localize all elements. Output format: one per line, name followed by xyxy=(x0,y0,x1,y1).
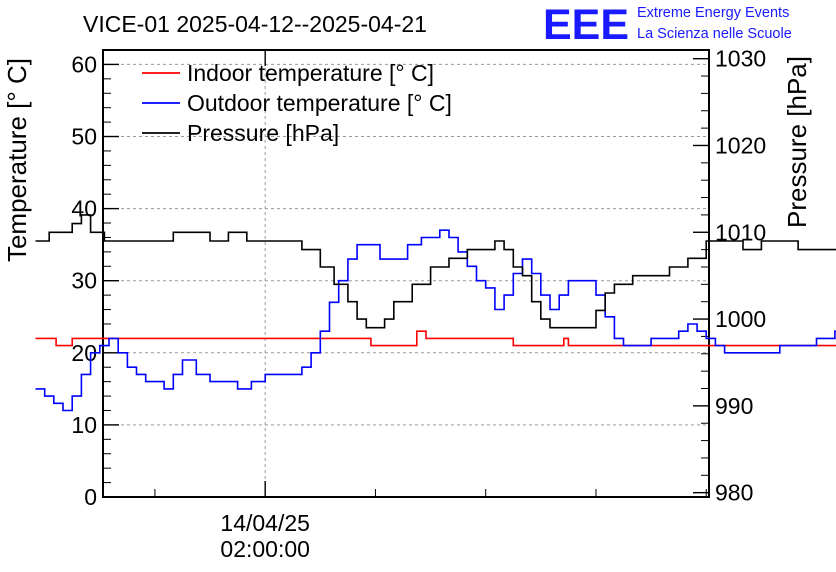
left-tick-label: 60 xyxy=(71,51,97,77)
legend-label-2: Outdoor temperature [° C] xyxy=(187,90,452,116)
x-tick-date: 14/04/25 xyxy=(220,510,310,536)
left-tick-label: 0 xyxy=(84,484,97,510)
series-line-2 xyxy=(35,229,836,412)
left-tick-label: 40 xyxy=(71,196,97,222)
left-tick-label: 10 xyxy=(71,412,97,438)
right-tick-label: 990 xyxy=(715,393,753,419)
y-axis-left-label: Temperature [° C] xyxy=(2,58,32,262)
legend: Indoor temperature [° C] Outdoor temperat… xyxy=(142,60,452,146)
series-layer xyxy=(35,214,836,412)
left-tick-label: 50 xyxy=(71,124,97,150)
legend-label-3: Pressure [hPa] xyxy=(187,120,339,146)
chart-title: VICE-01 2025-04-12--2025-04-21 xyxy=(83,11,427,37)
eee-logo-mark: EEE xyxy=(543,1,629,49)
series-line-1 xyxy=(35,330,836,347)
eee-logo: EEE Extreme Energy Events La Scienza nel… xyxy=(543,1,792,49)
left-tick-label: 30 xyxy=(71,268,97,294)
right-tick-label: 1000 xyxy=(715,306,766,332)
plot-frame xyxy=(102,49,710,498)
eee-logo-line1: Extreme Energy Events xyxy=(637,5,789,21)
legend-label-1: Indoor temperature [° C] xyxy=(187,60,434,86)
right-tick-label: 1030 xyxy=(715,46,766,72)
right-tick-label: 980 xyxy=(715,480,753,506)
right-tick-label: 1020 xyxy=(715,132,766,158)
eee-logo-line2: La Scienza nelle Scuole xyxy=(637,26,792,42)
x-tick-time: 02:00:00 xyxy=(220,536,310,562)
series-line-3 xyxy=(35,214,836,329)
y-axis-right-label: Pressure [hPa] xyxy=(782,56,812,228)
grid-lines xyxy=(103,50,709,497)
